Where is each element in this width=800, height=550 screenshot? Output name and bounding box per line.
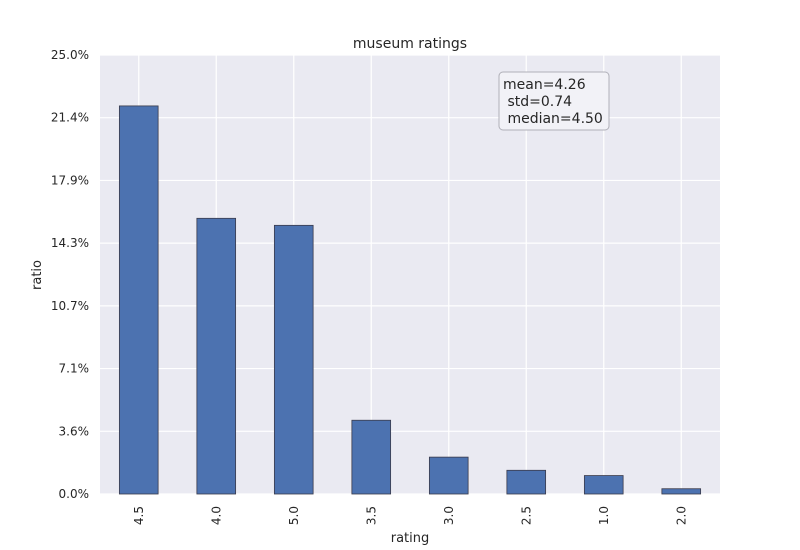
y-axis-label: ratio xyxy=(30,260,45,290)
x-tick-label: 2.0 xyxy=(674,506,688,525)
bar-3.0 xyxy=(428,456,469,495)
bar-3.5 xyxy=(351,419,392,495)
y-tick-label: 17.9% xyxy=(51,173,89,187)
x-tick-label: 3.5 xyxy=(364,506,378,525)
bar-1.0 xyxy=(583,475,624,495)
y-tick-label: 25.0% xyxy=(51,48,89,62)
y-tick-label: 10.7% xyxy=(51,299,89,313)
x-tick-label: 4.5 xyxy=(132,506,146,525)
bars xyxy=(118,105,702,495)
plot-background xyxy=(100,55,720,494)
stats-mean: mean=4.26 xyxy=(503,77,586,93)
x-tick-label: 5.0 xyxy=(287,506,301,525)
y-tick-label: 0.0% xyxy=(59,487,90,501)
bar-4.0 xyxy=(196,217,237,495)
stats-median: median=4.50 xyxy=(503,111,603,127)
bar-5.0 xyxy=(273,224,314,495)
grid-lines xyxy=(100,54,720,495)
x-tick-label: 3.0 xyxy=(442,506,456,525)
stats-std: std=0.74 xyxy=(503,94,572,110)
chart-title: museum ratings xyxy=(353,36,467,52)
stats-box-frame xyxy=(498,71,610,131)
x-axis-label: rating xyxy=(391,531,430,546)
y-tick-labels: 0.0% 3.6% 7.1% 10.7% 14.3% 17.9% 21.4% 25.0% xyxy=(51,48,89,501)
x-tick-labels: 4.5 4.0 5.0 3.5 3.0 2.5 1.0 2.0 xyxy=(132,506,689,525)
x-tick-label: 4.0 xyxy=(209,506,223,525)
y-tick-label: 21.4% xyxy=(51,111,89,125)
bar-4.5 xyxy=(118,105,159,495)
x-tick-label: 1.0 xyxy=(597,506,611,525)
y-tick-label: 14.3% xyxy=(51,236,89,250)
bar-2.5 xyxy=(506,469,547,495)
stats-annotation-box: mean=4.26 std=0.74 median=4.50 xyxy=(498,71,610,131)
x-tick-label: 2.5 xyxy=(519,506,533,525)
y-tick-label: 7.1% xyxy=(59,362,90,376)
bar-2.0 xyxy=(661,488,702,495)
y-tick-label: 3.6% xyxy=(59,424,90,438)
